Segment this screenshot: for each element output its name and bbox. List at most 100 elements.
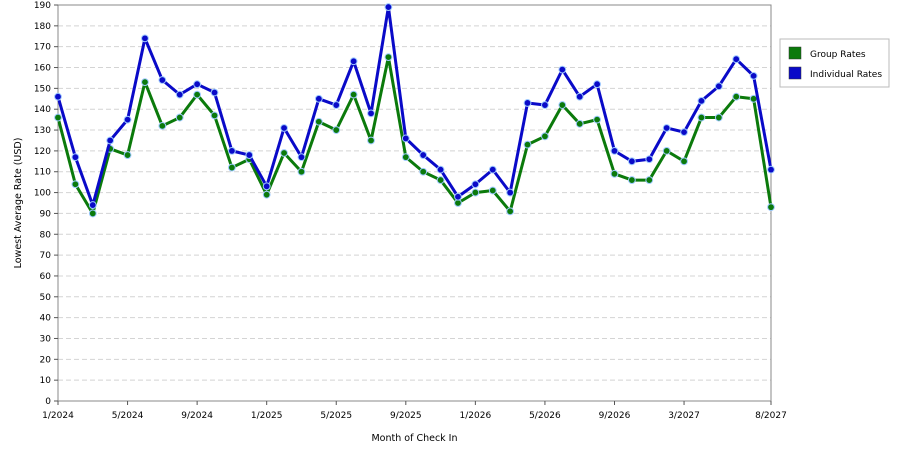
data-point-group-rates	[680, 157, 688, 166]
x-tick-label: 9/2026	[599, 411, 631, 421]
data-point-group-rates	[506, 207, 515, 216]
data-point-group-rates	[297, 167, 306, 176]
x-tick-label: 5/2024	[112, 411, 144, 421]
x-tick-label: 9/2025	[390, 411, 422, 421]
y-tick-label: 170	[34, 43, 51, 53]
legend-swatch-individual-rates	[788, 66, 802, 80]
x-tick-label: 3/2027	[668, 411, 700, 421]
grid-lines	[58, 25, 771, 381]
y-tick-label: 60	[40, 272, 52, 282]
data-point-individual-rates	[714, 82, 723, 91]
data-point-individual-rates	[262, 182, 271, 191]
data-point-group-rates	[332, 126, 341, 134]
data-point-individual-rates	[662, 124, 671, 132]
data-point-group-rates	[280, 149, 288, 157]
data-point-individual-rates	[367, 109, 375, 118]
y-tick-label: 180	[34, 22, 51, 32]
data-point-group-rates	[541, 132, 549, 141]
y-tick-label: 160	[34, 64, 51, 74]
data-point-group-rates	[367, 136, 375, 145]
data-point-group-rates	[697, 113, 706, 122]
data-point-individual-rates	[523, 99, 532, 107]
data-point-group-rates	[54, 113, 62, 122]
data-point-group-rates	[262, 190, 271, 199]
data-point-group-rates	[523, 140, 532, 149]
data-point-individual-rates	[141, 34, 149, 43]
data-point-individual-rates	[401, 134, 410, 143]
data-point-individual-rates	[158, 76, 167, 84]
data-point-individual-rates	[627, 157, 636, 166]
data-point-group-rates	[71, 180, 80, 189]
series-individual-rates	[54, 3, 775, 209]
x-axis-ticks: 1/2024 5/2024 9/2024 1/2025 5/2025 9/2025 1/20…	[42, 401, 787, 421]
data-point-individual-rates	[506, 188, 515, 197]
data-point-group-rates	[575, 119, 584, 128]
data-point-group-rates	[175, 113, 184, 122]
data-point-individual-rates	[749, 71, 758, 80]
y-tick-label: 30	[40, 334, 52, 344]
data-point-individual-rates	[210, 88, 219, 97]
y-tick-label: 70	[40, 251, 52, 261]
series-layer	[54, 3, 775, 218]
y-tick-label: 80	[40, 230, 52, 240]
y-tick-label: 190	[34, 1, 51, 11]
x-axis-title: Month of Check In	[371, 433, 457, 444]
data-point-individual-rates	[610, 146, 619, 155]
data-point-group-rates	[349, 90, 358, 99]
data-point-group-rates	[193, 90, 202, 99]
data-point-group-rates	[228, 163, 236, 172]
x-tick-label: 8/2027	[755, 411, 787, 421]
data-point-individual-rates	[228, 146, 236, 155]
data-point-individual-rates	[123, 115, 132, 124]
data-point-individual-rates	[297, 153, 306, 162]
plot-frame	[57, 4, 772, 402]
x-tick-label: 5/2026	[529, 411, 561, 421]
data-point-group-rates	[141, 78, 149, 87]
data-point-group-rates	[158, 121, 167, 130]
data-point-individual-rates	[436, 165, 445, 174]
data-point-group-rates	[384, 53, 393, 62]
series-line-individual-rates	[56, 5, 773, 207]
data-point-group-rates	[645, 176, 654, 184]
series-group-rates	[54, 53, 775, 218]
data-point-group-rates	[767, 203, 775, 212]
data-point-group-rates	[558, 101, 567, 109]
y-tick-label: 20	[40, 355, 52, 365]
data-point-individual-rates	[54, 92, 62, 101]
x-tick-label: 1/2025	[251, 411, 283, 421]
x-tick-label: 5/2025	[320, 411, 352, 421]
data-point-individual-rates	[680, 128, 688, 137]
x-tick-label: 9/2024	[181, 411, 213, 421]
y-axis-title: Lowest Average Rate (USD)	[13, 138, 24, 269]
data-point-individual-rates	[732, 55, 741, 64]
data-point-individual-rates	[767, 165, 775, 174]
data-point-individual-rates	[593, 80, 601, 89]
data-point-group-rates	[662, 146, 671, 155]
data-point-group-rates	[714, 113, 723, 122]
data-point-individual-rates	[314, 94, 323, 103]
y-tick-label: 50	[40, 293, 52, 303]
data-point-group-rates	[401, 153, 410, 162]
data-point-individual-rates	[280, 124, 288, 132]
y-tick-label: 90	[40, 209, 52, 219]
data-point-group-rates	[732, 92, 741, 101]
data-point-group-rates	[88, 209, 97, 218]
y-tick-label: 150	[34, 84, 51, 94]
data-point-group-rates	[471, 188, 480, 197]
data-point-group-rates	[610, 169, 619, 178]
y-tick-label: 140	[34, 105, 51, 115]
y-axis-ticks: 0 10 20 30 40 50 60 70 80 90 100 110 120 130 140 150 160…	[34, 1, 58, 407]
data-point-individual-rates	[454, 192, 462, 201]
legend-label-group-rates: Group Rates	[810, 50, 866, 60]
y-tick-label: 100	[34, 189, 51, 199]
data-point-group-rates	[210, 111, 219, 120]
y-tick-label: 110	[34, 168, 51, 178]
data-point-individual-rates	[349, 57, 358, 66]
data-point-individual-rates	[419, 151, 428, 159]
data-point-individual-rates	[541, 101, 549, 109]
data-point-group-rates	[593, 115, 601, 124]
data-point-individual-rates	[106, 136, 115, 145]
data-point-individual-rates	[245, 151, 254, 159]
x-tick-label: 1/2024	[42, 411, 74, 421]
